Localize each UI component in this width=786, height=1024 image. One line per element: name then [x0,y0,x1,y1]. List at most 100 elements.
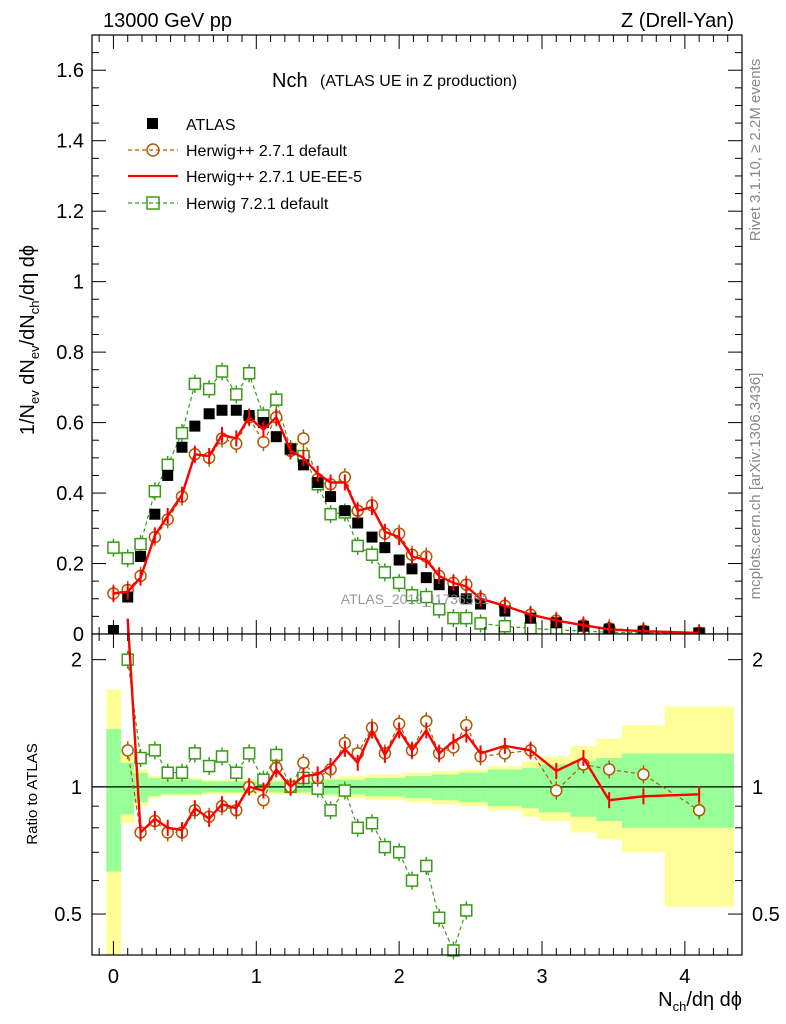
ratio-herwig7_default-point [242,747,256,760]
ratio-herwig7_default-point [351,821,364,835]
main-herwig7_default-point [324,507,337,521]
legend-label-atlas: ATLAS [186,117,236,134]
main-atlas-point [460,593,472,605]
main-atlas-point [393,554,405,566]
ratio-herwig7_default-point [121,653,134,666]
main-herwig7_default-point [202,382,216,396]
ratio-herwig7_default-point [161,766,174,779]
main-atlas-point [420,572,432,584]
ratio-plot-panel: 0 1 2 3 4 0.5 0.5 1 1 2 2 [54,618,780,988]
main-herwig7_default-point [121,551,134,565]
ratio-herwig7_default-point [432,911,446,925]
ratio-herwig7_default-point [447,944,460,957]
main-atlas-point [325,491,337,503]
ratio-y-tick-label-right: 0.5 [752,904,780,926]
svg-text:1/Nev dNev/dNch/dη dϕ: 1/Nev dNev/dNch/dη dϕ [17,245,42,435]
watermark: ATLAS_2019_I1736531 [341,591,490,607]
main-herwig7_default-point [270,393,283,406]
legend-entry-herwig7-default: Herwig 7.2.1 default [128,196,329,213]
legend-entry-herwigpp-ueee5: Herwig++ 2.7.1 UE-EE-5 [128,169,362,186]
ratio-y-tick-label: 2 [71,650,82,672]
main-herwig7_default-point [365,548,379,561]
band-inner-bin [120,762,134,815]
ratio-herwig7_default-point [392,846,406,859]
ratio-y-tick-label-right: 2 [752,650,763,672]
ratio-herwigpp_default-point [121,744,134,757]
main-herwig7_default-point [107,541,120,554]
ratio-herwig7_default-point [175,766,189,779]
plot-title-sub: (ATLAS UE in Z production) [320,73,517,90]
main-herwig7_default-point [230,388,243,401]
ratio-herwigpp_default-line [127,719,700,834]
main-herwig7_default-point [474,617,487,630]
main-herwig7_default-point [134,537,147,551]
svg-text:Nch/dη dϕ: Nch/dη dϕ [658,989,742,1014]
process-label: Z (Drell-Yan) [621,10,734,32]
ratio-y-tick-label-right: 1 [752,777,763,799]
main-atlas-point [270,431,282,443]
band-inner-bin [522,767,540,809]
main-atlas-point [312,476,324,488]
ratio-herwig7_default-point [420,859,433,873]
main-herwig7_default-point [148,485,162,498]
x-tick-label: 0 [108,966,119,988]
main-atlas-point [406,563,418,575]
x-tick-label: 3 [536,966,547,988]
ratio-y-tick-label: 0.5 [54,904,82,926]
legend-marker-atlas [147,118,158,129]
legend-marker-herwig7-default [146,196,160,210]
main-herwig7_default-point [432,603,446,616]
main-atlas-point [339,505,351,517]
main-atlas-point [433,579,445,591]
rivet-side-label: Rivet 3.1.10, ≥ 2.2M events [747,59,764,242]
y-tick-label: 1.2 [56,201,84,223]
main-atlas-point [216,404,228,416]
mcplots-side-label: mcplots.cern.ch [arXiv:1306.3436] [747,373,764,600]
ratio-frame [91,633,743,956]
ratio-herwigpp_ueee5-line [126,618,700,836]
ratio-herwigpp_default-point [297,756,310,770]
main-atlas-point [352,517,364,529]
main-herwigpp_default-point [297,432,310,445]
legend-label-herwigpp-ueee5: Herwig++ 2.7.1 UE-EE-5 [186,169,362,186]
energy-label: 13000 GeV pp [103,10,232,32]
band-inner-bin [106,729,122,872]
band-inner-bin [487,769,523,807]
ratio-herwig7_default-point [460,904,473,917]
ratio-herwig7_default-point [365,817,379,830]
ratio-herwig7_default-point [324,804,337,817]
legend-entry-herwigpp-default: Herwig++ 2.7.1 default [128,143,348,160]
x-tick-label: 4 [679,966,690,988]
main-herwig7_default-point [351,539,364,553]
ratio-herwigpp_default-point [692,804,706,817]
ratio-herwig7_default-point [378,840,392,854]
main-atlas-point [189,420,201,432]
main-herwigpp_default-point [257,435,270,449]
y-tick-label: 0.2 [56,554,84,576]
y-tick-label: 1 [73,272,84,294]
x-tick-label: 2 [394,966,405,988]
y-tick-label: 1.6 [56,60,84,82]
main-herwig7_default-point [378,566,392,579]
x-axis-title: Nch/dη dϕ [658,989,742,1014]
main-herwig7_default-point [242,367,256,380]
main-atlas-point [203,408,215,420]
ratio-herwig7_default-point [188,747,202,760]
ratio-herwig7_default-point [230,766,243,779]
y-tick-label: 0.4 [56,483,84,505]
main-herwig7_default-point [161,458,174,472]
ratio-herwig7_default-point [202,759,216,773]
ratio-herwig7_default-point [338,784,352,797]
main-herwig7_default-point [460,611,473,625]
main-atlas-point [162,469,174,481]
y-tick-label: 0.6 [56,413,84,435]
main-plot-panel: ATLAS_2019_I1736531 0 0.2 0.4 0.6 0.8 1 1.2 1.4… [56,34,743,646]
ratio-herwig7_default-point [148,744,162,757]
main-atlas-point [230,404,242,416]
main-atlas-point [135,550,147,562]
main-herwig7_default-point [447,611,460,625]
main-herwig7_default-point [215,365,229,378]
main-y-axis-title: 1/Nev dNev/dNch/dη dϕ [17,245,42,435]
main-atlas-point [366,531,378,543]
y-tick-label: 0.8 [56,342,84,364]
